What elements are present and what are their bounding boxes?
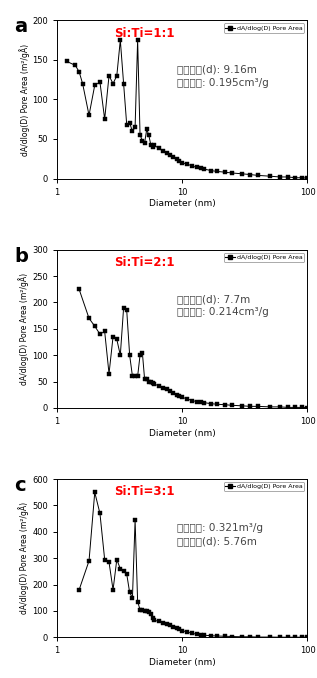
Y-axis label: dA/dlog(D) Pore Area (m²/gÅ): dA/dlog(D) Pore Area (m²/gÅ) — [19, 43, 29, 155]
Text: b: b — [15, 247, 28, 266]
X-axis label: Diameter (nm): Diameter (nm) — [149, 199, 216, 208]
X-axis label: Diameter (nm): Diameter (nm) — [149, 658, 216, 667]
Legend: dA/dlog(D) Pore Area: dA/dlog(D) Pore Area — [223, 253, 304, 262]
Text: 기공크기(d): 9.16m
기공부피: 0.195cm³/g: 기공크기(d): 9.16m 기공부피: 0.195cm³/g — [177, 64, 269, 88]
Text: a: a — [15, 17, 28, 36]
Y-axis label: dA/dlog(D) Pore Area (m²/gÅ): dA/dlog(D) Pore Area (m²/gÅ) — [18, 502, 29, 614]
Text: Si:Ti=3:1: Si:Ti=3:1 — [114, 485, 175, 498]
Text: 기공부피: 0.321m³/g
기공크기(d): 5.76m: 기공부피: 0.321m³/g 기공크기(d): 5.76m — [177, 523, 263, 546]
Legend: dA/dlog(D) Pore Area: dA/dlog(D) Pore Area — [223, 24, 304, 33]
Legend: dA/dlog(D) Pore Area: dA/dlog(D) Pore Area — [223, 482, 304, 492]
Text: 기공크기(d): 7.7m
기공부피: 0.214cm³/g: 기공크기(d): 7.7m 기공부피: 0.214cm³/g — [177, 294, 269, 317]
Y-axis label: dA/dlog(D) Pore Area (m²/gÅ): dA/dlog(D) Pore Area (m²/gÅ) — [18, 273, 29, 385]
Text: Si:Ti=2:1: Si:Ti=2:1 — [114, 256, 175, 269]
Text: c: c — [15, 476, 26, 495]
Text: Si:Ti=1:1: Si:Ti=1:1 — [114, 26, 175, 40]
X-axis label: Diameter (nm): Diameter (nm) — [149, 428, 216, 438]
